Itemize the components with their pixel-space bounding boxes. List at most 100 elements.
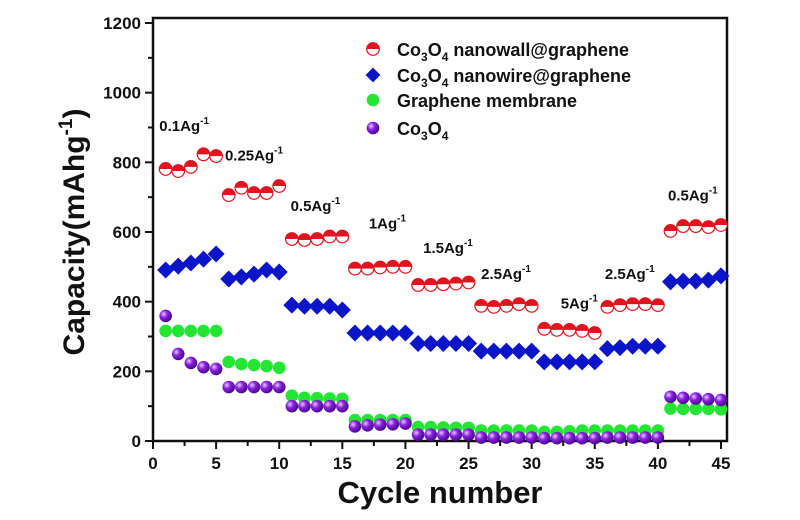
data-point [460, 334, 478, 352]
data-point [384, 324, 402, 342]
y-tick-label: 0 [132, 432, 141, 451]
rate-annotation-text: 1Ag [369, 216, 397, 233]
data-point [423, 278, 438, 292]
legend-label-part: nanowire@graphene [448, 66, 631, 86]
data-point [434, 334, 452, 352]
data-point [561, 353, 579, 371]
data-point [234, 180, 249, 195]
data-point [662, 273, 680, 291]
data-point [285, 389, 299, 403]
data-point [601, 431, 614, 444]
data-point [197, 360, 210, 374]
rate-annotation-sup: -1 [646, 264, 655, 275]
plot-frame [151, 16, 729, 443]
legend-marker [366, 93, 380, 107]
data-point [674, 272, 692, 290]
legend-item: Co3O4 nanowall@graphene [366, 40, 629, 64]
rate-annotation-text: 5Ag [561, 296, 589, 313]
data-point [194, 250, 212, 268]
data-point [587, 326, 602, 340]
rate-annotation-text: 0.5Ag [291, 198, 332, 215]
data-point [462, 428, 475, 442]
data-point [613, 431, 627, 444]
data-point [449, 276, 463, 291]
data-point [283, 296, 301, 314]
data-point [171, 324, 185, 338]
data-point [575, 324, 590, 338]
data-point [611, 339, 629, 357]
data-point [550, 431, 564, 445]
data-point [687, 272, 705, 290]
x-axis: 0 5 10 15 20 25 30 35 40 45 [148, 441, 730, 473]
rate-annotation: 1.5Ag-1 [423, 238, 473, 257]
data-point [209, 362, 223, 376]
data-point [285, 399, 299, 413]
plot-border [151, 16, 729, 443]
legend-label-part: 3 [421, 129, 428, 143]
data-point [626, 431, 639, 444]
legend-label-part: nanowall@graphene [448, 40, 629, 60]
x-axis-title: Cycle number [337, 475, 542, 510]
data-point [650, 298, 665, 313]
data-point [714, 403, 728, 416]
data-point [474, 298, 489, 313]
data-point [550, 322, 564, 337]
rate-annotation-text: 1.5Ag [423, 240, 464, 257]
data-point [600, 299, 615, 314]
data-point [411, 278, 425, 292]
data-point [335, 229, 350, 244]
data-point [535, 353, 553, 371]
rate-annotation: 0.25Ag-1 [225, 146, 284, 165]
data-point [563, 431, 576, 445]
data-point [310, 399, 324, 413]
data-point [348, 261, 362, 276]
legend-marker [366, 42, 380, 56]
data-point [586, 353, 604, 371]
y-axis-title-main: Capacity(mAhg [58, 135, 91, 355]
data-point [512, 297, 526, 312]
data-point [298, 399, 311, 413]
data-point [487, 431, 501, 444]
data-point [184, 324, 198, 338]
data-point [663, 224, 678, 238]
legend-label: Co3O4 [397, 119, 449, 143]
data-point [259, 186, 274, 200]
data-point [701, 220, 716, 235]
rate-annotation: 2.5Ag-1 [605, 264, 655, 283]
data-point [537, 431, 551, 445]
y-tick-label: 1000 [103, 84, 141, 103]
data-point [398, 259, 413, 274]
legend-label: Co3O4 nanowall@graphene [397, 40, 629, 64]
data-point [171, 164, 186, 178]
data-point [297, 233, 312, 247]
rate-annotation-sup: -1 [200, 116, 209, 127]
data-point [169, 257, 187, 275]
data-point [449, 428, 463, 442]
rate-annotation-sup: -1 [397, 214, 406, 225]
data-point [247, 186, 261, 200]
rate-annotation-sup: -1 [589, 294, 598, 305]
data-point [638, 431, 652, 444]
data-point [336, 399, 349, 413]
data-point [232, 268, 250, 286]
x-tick-label: 5 [211, 454, 220, 473]
data-point [321, 297, 339, 315]
rate-annotation-text: 0.1Ag [159, 118, 200, 135]
data-point [525, 431, 538, 444]
data-point [461, 275, 476, 290]
rate-annotation-sup: -1 [274, 146, 283, 157]
legend-marker [365, 67, 381, 83]
data-point [346, 324, 364, 342]
data-point [523, 342, 541, 360]
rate-annotation-text: 2.5Ag [605, 266, 646, 283]
data-point [247, 380, 261, 394]
data-point [209, 324, 223, 338]
data-point [649, 337, 667, 355]
data-point [524, 298, 539, 313]
data-point [548, 353, 566, 371]
x-tick-label: 0 [148, 454, 157, 473]
data-point [270, 263, 288, 281]
data-point [575, 431, 589, 445]
legend: Co3O4 nanowall@graphene Co3O4 nanowire@gr… [365, 40, 631, 143]
y-tick-label: 800 [113, 153, 141, 172]
